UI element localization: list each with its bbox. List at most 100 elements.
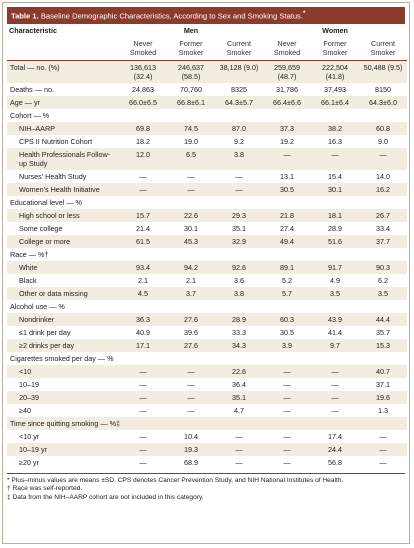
cell-value: 93.4 [119,260,167,274]
table-row: ≥2 drinks per day 17.1 27.6 34.3 3.9 9.7 15.3 [7,338,407,352]
cell-value: 40.7 [359,364,407,378]
cell-value: 64.3±5.7 [215,95,263,109]
cell-value: 9.2 [234,136,244,146]
cell-value: 19.2 [280,136,294,146]
cell-value: 35.7 [376,327,390,337]
cell-value: 37.1 [376,379,390,389]
cell-value: 3.9 [263,338,311,352]
table-row: Total — no. (%) 136,613 (32.4) 246,637 (58… [7,60,407,83]
cell-value: — [331,379,339,389]
cell-value: 66.0±6.5 [119,95,167,109]
cell-value: 24.4 [311,442,359,456]
cell-value: — [311,364,359,378]
column-header: Never Smoked [273,38,301,57]
cell-value: 74.5 [167,121,215,135]
cell-value: 49.4 [263,234,311,248]
table-row: ≥20 yr — 68.9 — — 56.8 — [7,456,407,469]
cell-value: 15.4 [328,171,342,181]
footnote-symbol: * [7,476,10,484]
cell-value: 66.4±6.6 [263,95,311,109]
cell-value: 29.3 [215,208,263,222]
cell-value: — [359,442,407,456]
cell-value: — [283,379,291,389]
cell-value: 33.3 [232,327,246,337]
cell-value: 2.1 [138,275,148,285]
row-label: 10–19 [19,379,39,389]
cell-value: — [139,171,147,181]
table-row: <10— —22.6— —40.7 [7,364,407,378]
cell-value: 61.5 [119,234,167,248]
cell-value: 27.4 [280,223,294,233]
cell-value: 69.8 [119,121,167,135]
column-header: Current Smoker [226,38,252,57]
cell-value: 9.0 [378,136,388,146]
cell-value: 30.1 [184,223,198,233]
section-row: Educational level — % [7,196,407,209]
cell-value: 22.6 [167,208,215,222]
row-label: ≥2 drinks per day [7,338,119,352]
row-label: College or more [7,234,119,248]
cell-value: 51.6 [311,234,359,248]
cell-value: 44.4 [359,312,407,326]
cell-value: — [139,379,147,389]
column-header: Former Smoker [322,38,348,57]
cell-value: 3.8 [215,147,263,170]
section-row: Cohort — % [7,109,407,122]
cell-value: 8325 [231,84,247,94]
section-heading: Time since quitting smoking — %‡ [7,416,407,430]
group-header: Women [322,25,348,35]
cell-value: 22.6 [215,364,263,378]
cell-value: 56.8 [328,457,342,467]
cell-value: 37.7 [359,234,407,248]
row-label: NIH–AARP [7,121,119,135]
table-body: Total — no. (%) 136,613 (32.4) 246,637 (58… [7,60,407,469]
cell-value: — [139,405,147,415]
row-label: Black [19,275,37,285]
cell-value: 3.7 [167,286,215,300]
footnote-text: Race was self-reported. [12,485,83,493]
cell-value: — [235,431,243,441]
cell-value: 90.3 [359,260,407,274]
cell-value: — [187,405,195,415]
row-label: High school or less [7,208,119,222]
cell-value: — [283,457,291,467]
cell-value: 39.6 [184,327,198,337]
cell-value: — [379,457,387,467]
section-row: Time since quitting smoking — %‡ [7,416,407,430]
cell-value: 3.8 [215,286,263,300]
cell-value: 64.3±6.0 [359,95,407,109]
characteristic-header: Characteristic [9,25,57,35]
table-row: Other or data missing 4.5 3.7 3.8 5.7 3.5 3.5 [7,286,407,300]
cell-value: 12.0 [119,147,167,170]
cell-value: 2.1 [186,275,196,285]
cell-value: — [263,442,311,456]
table-row: <10 yr — 10.4 — — 17.4 — [7,430,407,443]
row-label: <10 [7,364,119,378]
table-row: CPS II Nutrition Cohort 18.2 19.0 9.2 19.2 16… [7,135,407,148]
row-label: <10 yr [19,431,40,441]
cell-value: 5.2 [282,275,292,285]
row-label: Some college [19,223,63,233]
table-row: 20–39— —35.1— —19.6 [7,390,407,404]
cell-value: 45.3 [167,234,215,248]
cell-value: 18.2 [136,136,150,146]
cell-value: 60.3 [263,312,311,326]
cell-value: 66.8±6.1 [167,95,215,109]
row-label: Age — yr [7,95,119,109]
table-row: College or more 61.5 45.3 32.9 49.4 51.6 37.7 [7,234,407,248]
cell-value: 41.4 [328,327,342,337]
row-label: 10–19 yr [7,442,119,456]
cell-value: — [283,405,291,415]
row-label: ≥20 yr [19,457,39,467]
cell-value: 31,786 [276,84,298,94]
row-label: Nondrinker [7,312,119,326]
cell-value: — [119,364,167,378]
row-label: ≥40 [19,405,31,415]
cell-value: 19.3 [167,442,215,456]
table-row: Nondrinker 36.3 27.6 28.9 60.3 43.9 44.4 [7,312,407,326]
table-head: Characteristic Men Women Never Smoked For… [7,24,407,61]
row-label: White [7,260,119,274]
row-label: Deaths — no. [10,84,54,94]
column-header: Never Smoked [129,38,157,57]
row-label: Nurses' Health Study [19,171,87,181]
